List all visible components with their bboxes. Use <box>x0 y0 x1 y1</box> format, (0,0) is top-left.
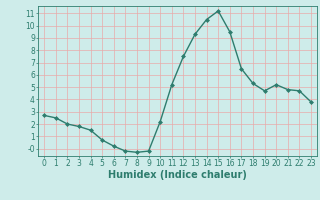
X-axis label: Humidex (Indice chaleur): Humidex (Indice chaleur) <box>108 170 247 180</box>
